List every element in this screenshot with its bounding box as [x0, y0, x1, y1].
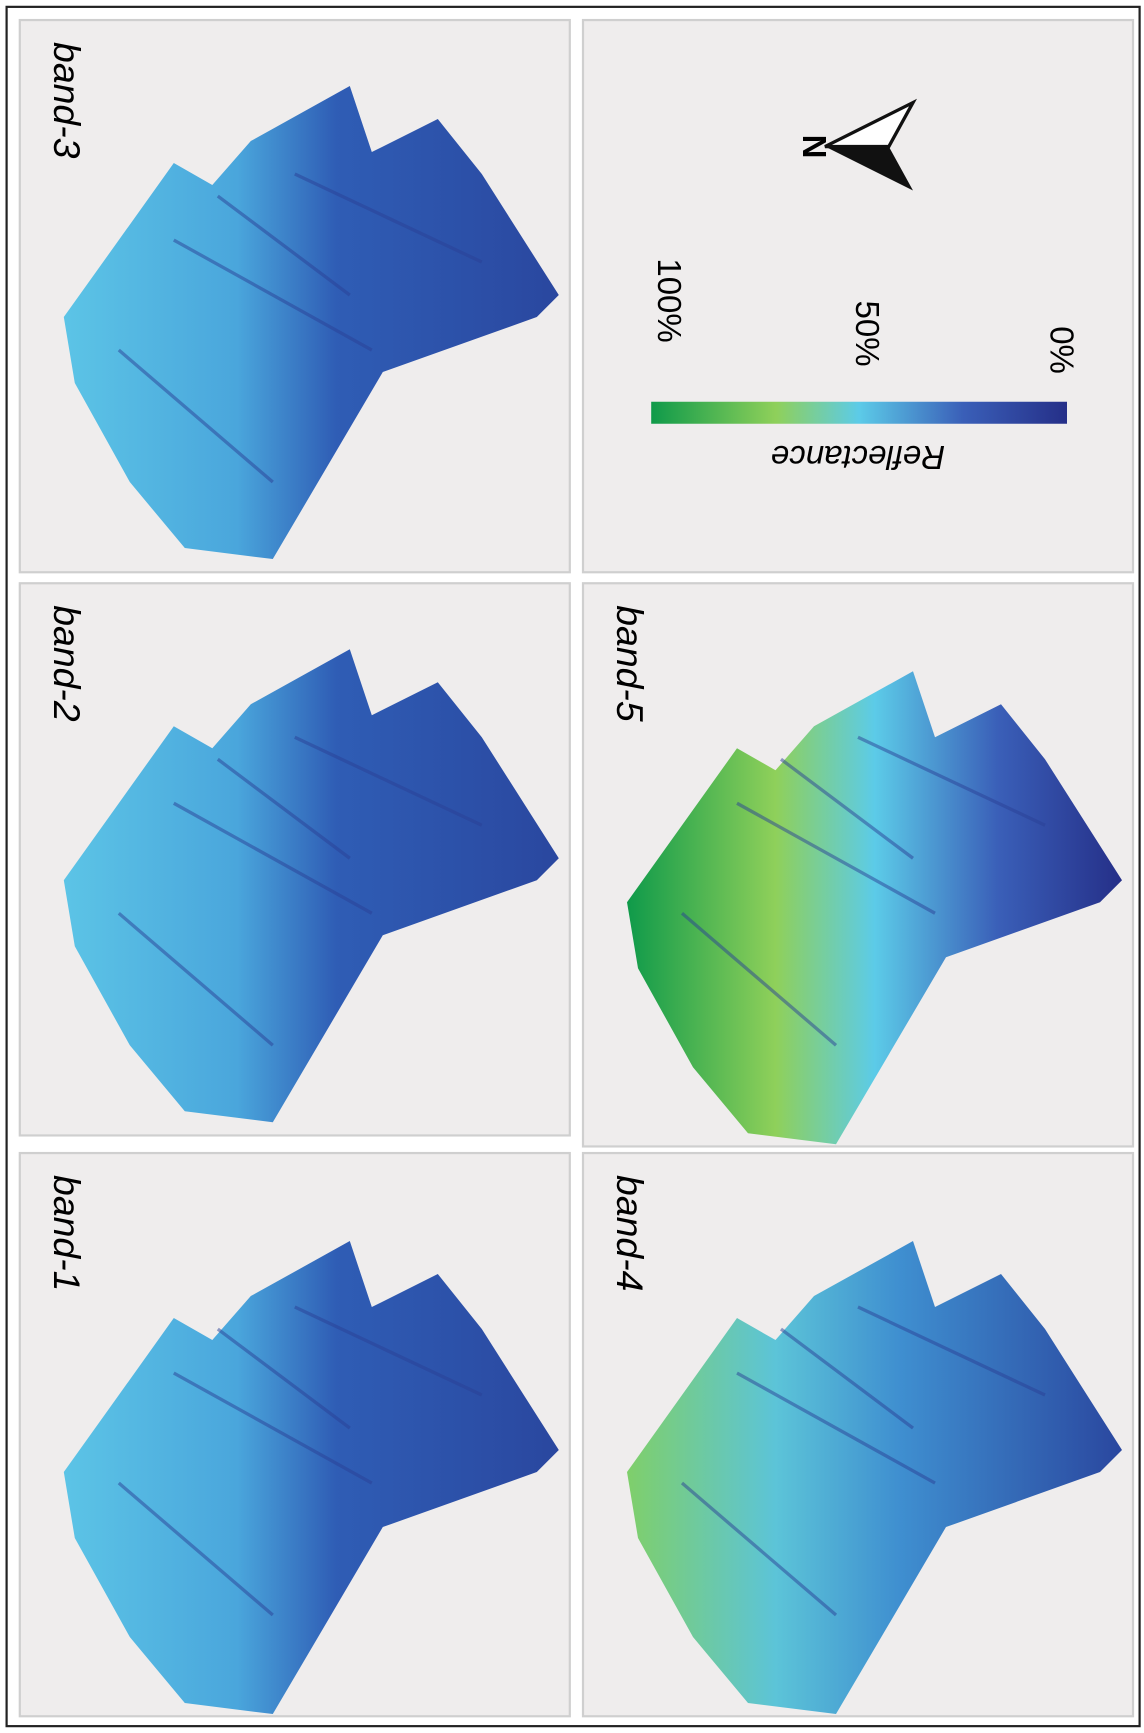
colorbar-title: Reflectance: [771, 439, 945, 476]
panel-label: band-3: [46, 42, 88, 159]
map-panel: band-5: [583, 583, 1133, 1146]
colorbar: [651, 402, 1067, 424]
map-panel: band-2: [20, 583, 570, 1135]
colorbar-label: 0%: [1044, 326, 1081, 374]
colorbar-label: 50%: [849, 301, 886, 367]
panel-label: band-5: [609, 605, 651, 722]
map-panel: band-1: [20, 1153, 570, 1716]
panel-label: band-4: [609, 1175, 651, 1291]
figure: band-1 band-2 band-3 band-4 band-5 Reflectan…: [0, 0, 1144, 1733]
page: band-1 band-2 band-3 band-4 band-5 Reflectan…: [0, 0, 1144, 1733]
map-panel: band-3: [20, 20, 570, 572]
panel-label: band-2: [46, 605, 88, 722]
legend-panel: Reflectance 100% 50% 0% N: [583, 20, 1133, 572]
map-panel: band-4: [583, 1153, 1133, 1716]
colorbar-label: 100%: [651, 258, 688, 342]
panel-label: band-1: [46, 1175, 88, 1291]
